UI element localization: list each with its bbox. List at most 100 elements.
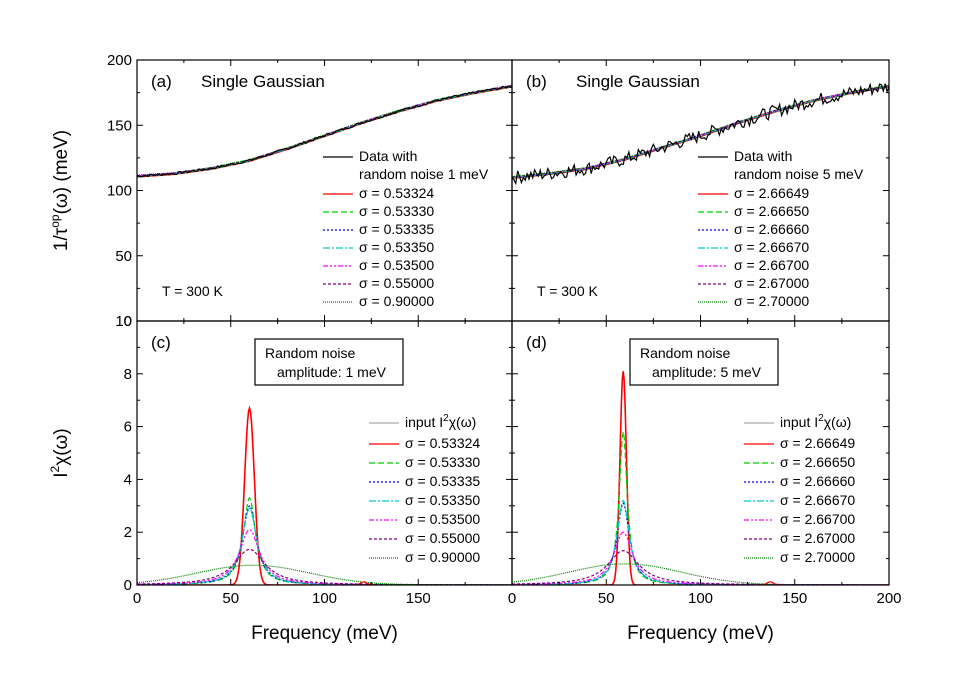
panel-label-c: (c) [151, 333, 171, 352]
x-tick-label-c: 100 [312, 590, 337, 607]
fit-line-a-5 [137, 84, 512, 177]
fit-line-a-3 [137, 85, 512, 177]
y-tick-label-c: 0 [124, 577, 132, 594]
fit-line-b-2 [512, 85, 889, 179]
y-tick-label-c: 6 [124, 419, 132, 436]
fit-line-a-1 [137, 86, 512, 178]
legend-label-2: σ = 0.53335 [359, 221, 434, 237]
legend-c: input I2χ(ω) σ = 0.53324 σ = 0.53330 σ = 0.… [369, 413, 480, 565]
x-axis-label-c: Frequency (meV) [251, 623, 398, 644]
legend-label-2: σ = 2.66660 [734, 221, 809, 237]
noise-box-line2-d: amplitude: 5 meV [652, 364, 762, 380]
y-tick-label-c: 4 [124, 471, 132, 488]
y-tick-label-a: 0 [124, 313, 132, 330]
legend-label-0: σ = 2.66649 [780, 435, 855, 451]
legend-label-1: σ = 0.53330 [359, 203, 434, 219]
legend-label-4: σ = 2.66700 [780, 511, 855, 527]
spectrum-line-d-5 [512, 550, 889, 585]
x-tick-label-d: 200 [876, 590, 901, 607]
data-line-a [137, 85, 512, 178]
x-tick-label-c: 0 [133, 590, 141, 607]
x-tick-label-d: 0 [508, 590, 516, 607]
legend-data-label2: random noise 1 meV [359, 166, 489, 182]
legend-label-6: σ = 2.70000 [780, 549, 855, 565]
legend-label-4: σ = 0.53500 [359, 257, 434, 273]
legend-a: Data with random noise 1 meV σ = 0.53324 σ … [323, 148, 489, 309]
legend-label-1: σ = 2.66650 [734, 203, 809, 219]
x-tick-label-d: 100 [688, 590, 713, 607]
panel-a: 0 50 100 150 200 (a) Single Gaussian T = 300 K D… [48, 52, 513, 330]
legend-data-label: Data with [734, 148, 792, 164]
y-tick-label-a: 150 [107, 117, 132, 134]
panel-label-a: (a) [151, 72, 172, 91]
legend-label-6: σ = 0.90000 [359, 293, 434, 309]
fit-line-a-0 [137, 86, 512, 178]
legend-label-1: σ = 0.53330 [405, 454, 480, 470]
panel-b: (b) Single Gaussian T = 300 K Data with rand… [511, 59, 890, 322]
legend-d: input I2χ(ω) σ = 2.66649 σ = 2.66650 σ = 2.… [744, 413, 855, 565]
ticks-d [511, 320, 890, 586]
y-tick-label-a: 50 [115, 248, 132, 265]
legend-label-4: σ = 2.66700 [734, 257, 809, 273]
panel-title-b: Single Gaussian [576, 72, 700, 91]
x-tick-label-d: 50 [598, 590, 615, 607]
legend-label-5: σ = 2.67000 [734, 275, 809, 291]
y-tick-label-a: 200 [107, 52, 132, 69]
y-axis-label-a: 1/τop(ω) (meV) [48, 130, 72, 251]
legend-label-3: σ = 2.66670 [734, 239, 809, 255]
legend-input-label: input I2χ(ω) [405, 413, 476, 430]
legend-label-4: σ = 0.53500 [405, 511, 480, 527]
legend-label-6: σ = 0.90000 [405, 549, 480, 565]
data-line-b [512, 82, 889, 186]
spectrum-line-c-5 [137, 548, 512, 585]
legend-input-label: input I2χ(ω) [780, 413, 851, 430]
x-axis-label-d: Frequency (meV) [627, 623, 774, 644]
plot-area-b [512, 82, 889, 186]
fit-line-b-1 [512, 86, 889, 179]
y-tick-label-c: 2 [124, 524, 132, 541]
legend-label-3: σ = 0.53350 [359, 239, 434, 255]
legend-label-0: σ = 0.53324 [359, 185, 434, 201]
legend-label-3: σ = 0.53350 [405, 492, 480, 508]
noise-box-c [254, 338, 404, 386]
legend-label-3: σ = 2.66670 [780, 492, 855, 508]
noise-box-line2-c: amplitude: 1 meV [277, 364, 387, 380]
panel-label-d: (d) [526, 333, 547, 352]
ticks-c [136, 320, 513, 586]
noise-box-d [629, 338, 779, 386]
ticks-a [136, 59, 513, 322]
y-tick-label-c: 8 [124, 366, 132, 383]
x-tick-label-c: 150 [406, 590, 431, 607]
plot-area-a [137, 84, 512, 178]
legend-label-5: σ = 2.67000 [780, 530, 855, 546]
y-axis-label-c: I2χ(ω) [48, 428, 72, 477]
panel-d: 0 50 100 150 200 (d) Random noise amplitude: 5 … [508, 320, 902, 644]
frame-a [136, 59, 513, 322]
fit-line-b-0 [512, 86, 889, 179]
panel-label-b: (b) [526, 72, 547, 91]
legend-label-6: σ = 2.70000 [734, 293, 809, 309]
legend-b: Data with random noise 5 meV σ = 2.66649 σ … [698, 148, 864, 309]
y-tick-label-a: 100 [107, 183, 132, 200]
fit-line-b-3 [512, 85, 889, 178]
fit-line-a-2 [137, 85, 512, 178]
legend-data-label: Data with [359, 148, 417, 164]
noise-box-line1-c: Random noise [265, 345, 355, 361]
fit-line-a-4 [137, 85, 512, 177]
legend-label-5: σ = 0.55000 [405, 530, 480, 546]
fit-line-a-6 [137, 84, 512, 176]
spectrum-line-c-4 [137, 528, 512, 585]
noise-box-line1-d: Random noise [640, 345, 730, 361]
legend-label-2: σ = 0.53335 [405, 473, 480, 489]
legend-label-0: σ = 2.66649 [734, 185, 809, 201]
x-tick-label-c: 50 [222, 590, 239, 607]
legend-label-2: σ = 2.66660 [780, 473, 855, 489]
legend-data-label2: random noise 5 meV [734, 166, 864, 182]
legend-label-5: σ = 0.55000 [359, 275, 434, 291]
temperature-annotation-b: T = 300 K [537, 283, 599, 299]
panel-title-a: Single Gaussian [201, 72, 325, 91]
y-tick-label-c: 10 [115, 313, 132, 330]
temperature-annotation-a: T = 300 K [162, 283, 224, 299]
